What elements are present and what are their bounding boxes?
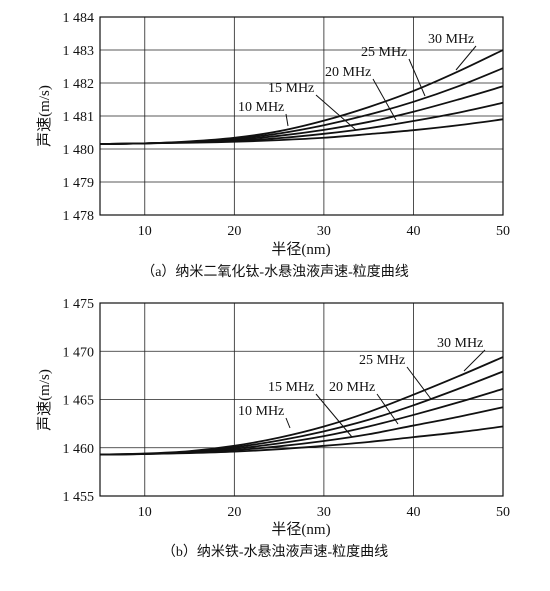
x-tick-label: 10 — [138, 505, 152, 520]
series-label: 20 MHz — [329, 380, 375, 395]
series-line — [99, 49, 504, 145]
series-labels: 10 MHz 15 MHz 20 MHz 25 MHz 30 MHz — [238, 32, 477, 131]
y-tick-label: 1 470 — [63, 345, 95, 360]
y-tick-label: 1 480 — [63, 143, 95, 158]
series-label: 20 MHz — [325, 65, 371, 80]
chart-panel-b: 10 20 30 40 50 1 455 1 460 1 465 1 470 1 475 10 … — [35, 297, 510, 560]
plot-frame — [99, 16, 504, 216]
chart-caption: （b）纳米铁-水悬浊液声速-粒度曲线 — [162, 544, 388, 560]
series-line — [99, 101, 504, 145]
leader-line — [372, 78, 397, 121]
y-tick-label: 1 475 — [63, 297, 95, 312]
y-tick-label: 1 478 — [63, 209, 95, 224]
y-tick-label: 1 484 — [63, 11, 95, 26]
y-tick-label: 1 455 — [63, 490, 95, 505]
x-tick-label: 40 — [406, 505, 420, 520]
series-label: 10 MHz — [238, 100, 284, 115]
grid-layer — [100, 303, 503, 496]
leader-line — [455, 45, 477, 71]
y-tick-label: 1 479 — [63, 176, 95, 191]
x-tick-label: 40 — [406, 224, 420, 239]
chart-caption: （a）纳米二氧化钛-水悬浊液声速-粒度曲线 — [141, 264, 409, 280]
leader-line — [315, 94, 357, 131]
series-label: 25 MHz — [359, 353, 405, 368]
x-tick-label: 20 — [227, 224, 241, 239]
x-tick-label: 10 — [138, 224, 152, 239]
grid-layer — [100, 17, 503, 215]
y-tick-labels: 1 478 1 479 1 480 1 481 1 482 1 483 1 484 — [63, 11, 95, 224]
y-axis-label: 声速(m/s) — [35, 85, 53, 147]
series-line — [99, 356, 504, 456]
y-axis-label: 声速(m/s) — [35, 369, 53, 431]
y-tick-label: 1 460 — [63, 442, 95, 457]
x-tick-labels: 10 20 30 40 50 — [138, 224, 510, 239]
x-tick-label: 50 — [496, 224, 510, 239]
x-tick-label: 30 — [317, 224, 331, 239]
x-tick-label: 30 — [317, 505, 331, 520]
series-label: 15 MHz — [268, 81, 314, 96]
leader-line — [376, 393, 399, 425]
series-label: 10 MHz — [238, 404, 284, 419]
series-line — [99, 118, 504, 145]
x-tick-label: 50 — [496, 505, 510, 520]
series-label: 30 MHz — [428, 32, 474, 47]
x-axis-label: 半径(nm) — [271, 241, 330, 258]
plot-frame — [99, 302, 504, 497]
leader-line — [408, 58, 426, 97]
curve-layer — [99, 49, 504, 145]
leader-line — [463, 349, 486, 372]
y-tick-label: 1 481 — [63, 110, 95, 125]
x-axis-label: 半径(nm) — [271, 521, 330, 538]
leader-line — [285, 113, 289, 127]
leader-line — [406, 366, 432, 400]
x-tick-label: 20 — [227, 505, 241, 520]
series-labels: 10 MHz 15 MHz 20 MHz 25 MHz 30 MHz — [238, 336, 486, 438]
x-tick-labels: 10 20 30 40 50 — [138, 505, 510, 520]
curve-layer — [99, 356, 504, 456]
leader-line — [315, 393, 353, 438]
series-label: 30 MHz — [437, 336, 483, 351]
y-tick-labels: 1 455 1 460 1 465 1 470 1 475 — [63, 297, 95, 505]
series-label: 25 MHz — [361, 45, 407, 60]
y-tick-label: 1 483 — [63, 44, 95, 59]
y-tick-label: 1 465 — [63, 394, 95, 409]
y-tick-label: 1 482 — [63, 77, 95, 92]
chart-panel-a: 10 20 30 40 50 1 478 1 479 1 480 1 481 1 482 1 48… — [35, 11, 510, 280]
series-label: 15 MHz — [268, 380, 314, 395]
leader-line — [285, 417, 291, 429]
